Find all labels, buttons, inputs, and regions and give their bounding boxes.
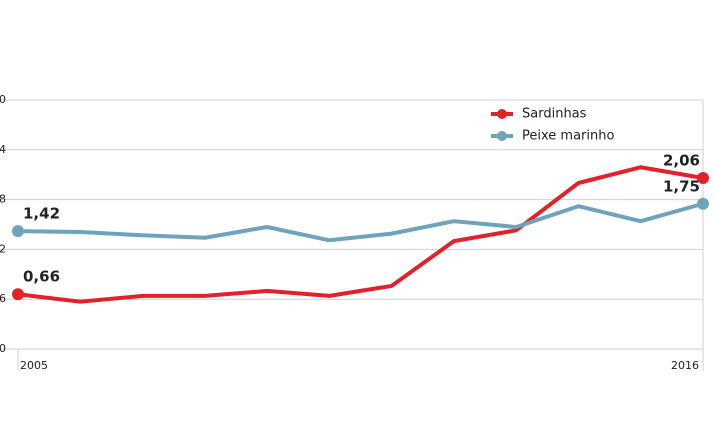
y-tick-label: 3,0 <box>0 93 6 106</box>
data-label: 1,42 <box>23 205 60 223</box>
data-label: 2,06 <box>663 152 700 170</box>
y-tick-label: 0,6 <box>0 292 6 305</box>
end-point <box>12 225 24 238</box>
end-point <box>697 172 709 185</box>
legend-dot <box>497 109 507 119</box>
y-tick-label: 1,8 <box>0 193 6 206</box>
end-point <box>12 288 24 301</box>
x-tick-label: 2016 <box>671 359 699 372</box>
x-tick-label: 2005 <box>20 359 48 372</box>
data-label: 0,66 <box>23 268 60 286</box>
series-line <box>17 165 704 304</box>
y-tick-label: 2,4 <box>0 143 6 156</box>
y-tick-label: 0 <box>0 342 6 355</box>
series-line <box>17 201 704 243</box>
legend-label: Sardinhas <box>522 107 587 122</box>
legend-label: Peixe marinho <box>522 129 614 144</box>
y-tick-label: 1,2 <box>0 242 6 255</box>
legend-dot <box>497 131 507 141</box>
end-point <box>697 197 709 210</box>
data-label: 1,75 <box>663 177 700 195</box>
